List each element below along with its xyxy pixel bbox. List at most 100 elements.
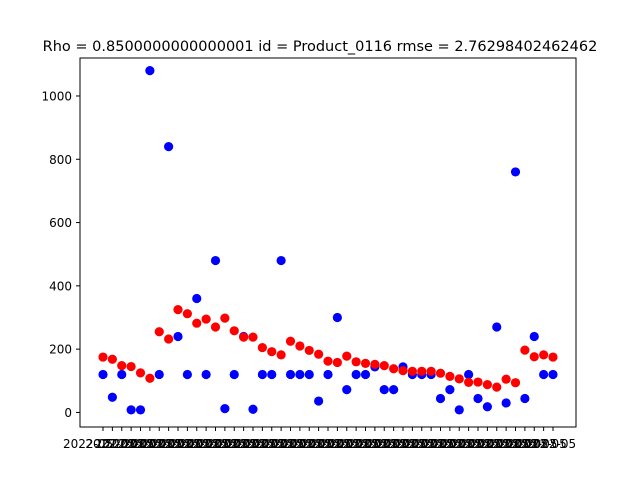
x-tick-label: 2022-05	[123, 437, 173, 451]
x-tick-label: 2022-05	[85, 437, 135, 451]
x-tick-label: 2022-05	[226, 437, 276, 451]
data-point	[276, 350, 286, 360]
x-tick-label: 2022-05	[179, 437, 229, 451]
data-point	[482, 402, 492, 412]
x-tick-label: 2022-05	[479, 437, 529, 451]
series-1	[98, 304, 558, 392]
data-point	[389, 364, 399, 374]
data-point	[454, 374, 464, 384]
data-point	[135, 368, 146, 378]
data-point	[379, 385, 389, 395]
data-point	[379, 361, 389, 371]
y-tick-label: 0	[64, 406, 72, 420]
data-point	[360, 358, 371, 368]
series-0	[98, 66, 558, 415]
x-tick-label: 2022-05	[498, 437, 548, 451]
data-point	[492, 322, 502, 332]
x-axis: 2022-052022-052022-052022-052022-052022-…	[63, 427, 576, 451]
data-point	[192, 318, 202, 328]
data-point	[201, 369, 211, 380]
x-tick-label: 2022-05	[526, 437, 576, 451]
data-point	[520, 393, 530, 404]
data-point	[464, 377, 474, 387]
data-point	[435, 368, 446, 378]
data-point	[145, 373, 155, 383]
x-tick-label: 2022-05	[460, 437, 510, 451]
data-point	[257, 369, 267, 380]
data-point	[117, 369, 127, 380]
data-point	[145, 66, 155, 76]
data-point	[539, 350, 549, 360]
data-point	[154, 327, 164, 337]
x-tick-label: 2022-05	[114, 437, 164, 451]
data-point	[342, 351, 352, 361]
data-point	[342, 385, 352, 395]
data-point	[220, 404, 230, 414]
data-point	[98, 352, 108, 362]
data-point	[473, 377, 483, 387]
x-tick-label: 2022-05	[310, 437, 360, 451]
x-tick-label: 2022-05	[423, 437, 473, 451]
y-tick-label: 800	[49, 153, 72, 167]
x-tick-label: 2022-05	[198, 437, 248, 451]
data-point	[276, 255, 286, 266]
data-point	[154, 369, 164, 380]
plot-area	[98, 66, 558, 415]
data-point	[407, 366, 417, 376]
data-point	[548, 352, 558, 362]
data-point	[304, 369, 314, 380]
x-tick-label: 2022-05	[489, 437, 539, 451]
data-point	[285, 369, 296, 380]
x-tick-label: 2022-05	[235, 437, 285, 451]
x-tick-label: 2022-05	[507, 437, 557, 451]
data-point	[229, 369, 239, 380]
x-tick-label: 2022-05	[301, 437, 351, 451]
data-point	[267, 369, 277, 380]
data-point	[164, 142, 174, 152]
data-point	[304, 345, 314, 356]
x-tick-label: 2022-05	[95, 437, 145, 451]
x-tick-label: 2022-05	[348, 437, 398, 451]
x-tick-label: 2022-05	[151, 437, 201, 451]
x-tick-label: 2022-05	[414, 437, 464, 451]
x-tick-label: 2022-05	[63, 437, 113, 451]
x-tick-label: 2022-05	[254, 437, 304, 451]
y-tick-label: 400	[49, 279, 72, 293]
x-tick-label: 2022-05	[282, 437, 332, 451]
data-point	[314, 349, 324, 359]
data-point	[510, 378, 521, 388]
data-point	[445, 385, 455, 395]
data-point	[520, 345, 530, 355]
data-point	[417, 366, 427, 376]
data-point	[210, 255, 221, 266]
x-tick-label: 2022-05	[357, 437, 407, 451]
data-point	[445, 371, 455, 381]
x-tick-label: 2022-05	[189, 437, 239, 451]
x-tick-label: 2022-05	[385, 437, 435, 451]
x-tick-label: 2022-05	[245, 437, 295, 451]
y-tick-label: 1000	[41, 89, 72, 103]
data-point	[529, 331, 539, 342]
y-tick-label: 200	[49, 343, 72, 357]
data-point	[229, 326, 239, 336]
data-point	[182, 369, 192, 380]
data-point	[182, 309, 192, 319]
x-tick-label: 2022-05	[432, 437, 482, 451]
data-point	[107, 392, 117, 402]
data-point	[370, 359, 380, 369]
data-point	[501, 398, 511, 408]
data-point	[314, 396, 324, 406]
data-point	[239, 332, 249, 342]
data-point	[482, 379, 492, 390]
x-tick-label: 2022-05	[160, 437, 210, 451]
data-point	[398, 366, 408, 376]
data-point	[267, 347, 277, 357]
y-axis: 0 200 400 600 800 1000	[41, 89, 80, 420]
x-tick-label: 2022-05	[273, 437, 323, 451]
x-tick-label: 2022-05	[170, 437, 220, 451]
data-point	[510, 167, 521, 177]
data-point	[248, 332, 258, 342]
data-point	[248, 404, 258, 414]
data-point	[98, 369, 108, 380]
data-point	[492, 382, 502, 392]
